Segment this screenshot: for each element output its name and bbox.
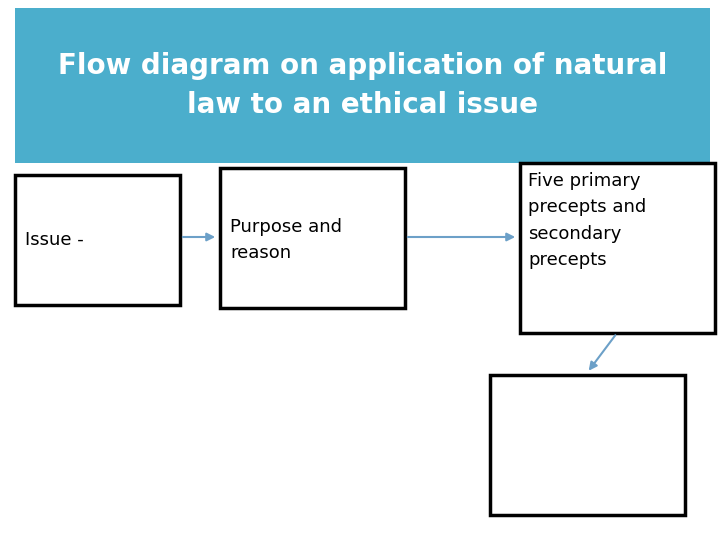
Bar xyxy=(15,8,710,163)
Text: Purpose and
reason: Purpose and reason xyxy=(230,218,342,262)
Text: Issue -: Issue - xyxy=(25,231,84,249)
Text: Five primary
precepts and
secondary
precepts: Five primary precepts and secondary prec… xyxy=(528,172,647,269)
Bar xyxy=(15,175,180,305)
Bar xyxy=(220,168,405,308)
Bar xyxy=(490,375,685,515)
Bar xyxy=(520,163,715,333)
Text: Flow diagram on application of natural
law to an ethical issue: Flow diagram on application of natural l… xyxy=(58,52,667,119)
